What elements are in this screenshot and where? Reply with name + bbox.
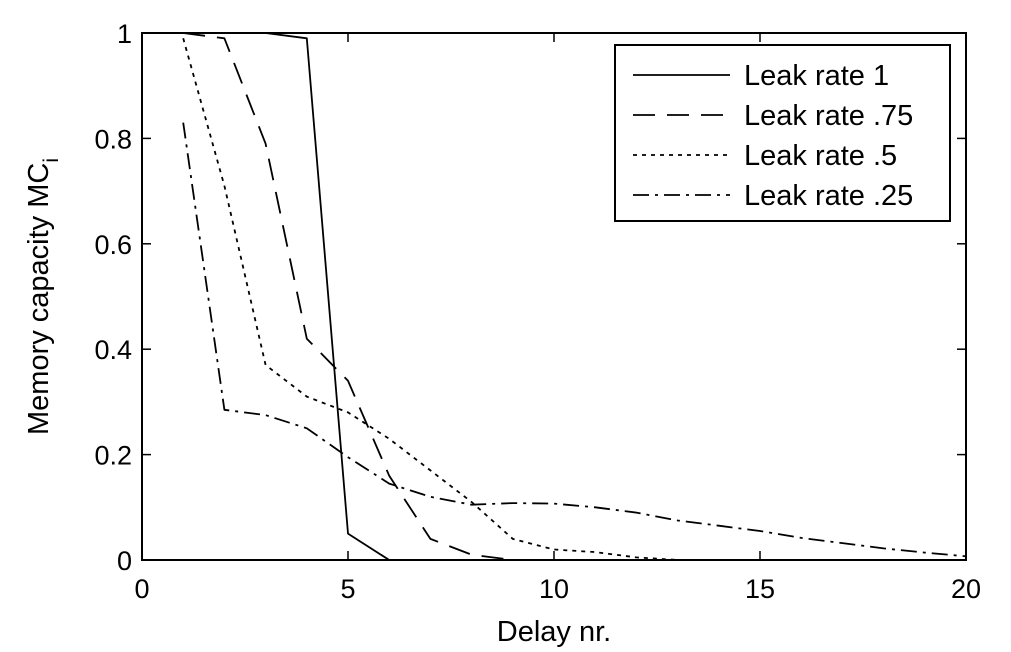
y-tick-label: 0.6 [94,230,132,260]
legend-label: Leak rate 1 [744,60,889,92]
legend: Leak rate 1 Leak rate .75 Leak rate .5 Leak… [614,44,951,222]
x-tick-label: 15 [745,574,775,604]
y-tick-label: 0.2 [94,441,132,471]
y-tick-label: 0.4 [94,335,132,365]
x-tick-labels: 0 5 10 15 20 [134,574,981,604]
x-axis-label: Delay nr. [497,616,611,648]
y-axis-label-subscript: i [40,158,63,163]
x-tick-label: 5 [340,574,355,604]
y-tick-label: 1 [117,19,132,49]
y-axis-label-main: Memory capacity MC [23,163,55,435]
series-line-4 [182,122,967,558]
legend-label: Leak rate .75 [744,100,913,132]
y-tick-labels: 0 0.2 0.4 0.6 0.8 1 [94,19,132,576]
x-tick-label: 10 [539,574,569,604]
legend-label: Leak rate .25 [744,180,913,212]
y-tick-label: 0.8 [94,124,132,154]
x-tick-label: 0 [134,574,149,604]
legend-label: Leak rate .5 [744,140,897,172]
x-tick-label: 20 [951,574,981,604]
y-axis-label: Memory capacity MCi [23,158,63,435]
legend-items: Leak rate 1 Leak rate .75 Leak rate .5 Leak… [633,60,913,212]
axis-ticks [141,32,967,561]
y-tick-label: 0 [117,546,132,576]
